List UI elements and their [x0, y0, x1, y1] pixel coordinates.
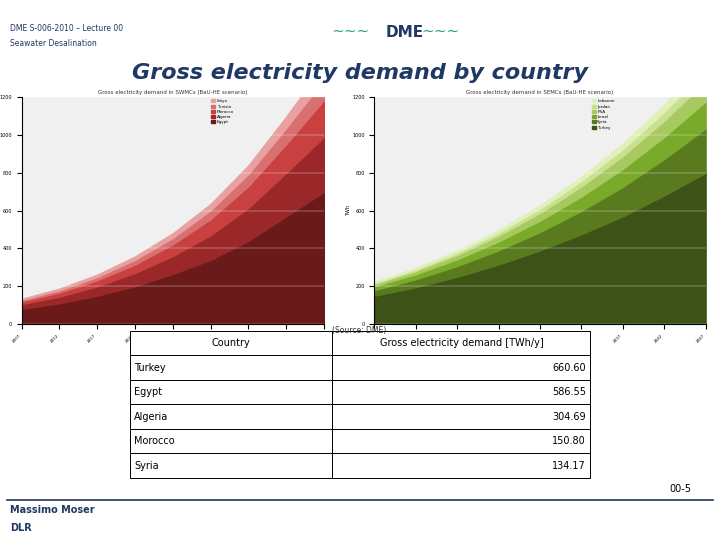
Text: DME: DME [385, 25, 423, 40]
Bar [333, 355, 590, 380]
Bar [333, 380, 590, 404]
Text: Massimo Moser: Massimo Moser [10, 505, 95, 515]
Text: Gross electricity demand by country: Gross electricity demand by country [132, 63, 588, 83]
Text: 134.17: 134.17 [552, 461, 586, 471]
Bar [130, 331, 333, 355]
Text: Seawater Desalination: Seawater Desalination [10, 39, 96, 48]
Text: 660.60: 660.60 [552, 363, 586, 373]
Text: Algeria: Algeria [134, 411, 168, 422]
Text: 00-5: 00-5 [669, 484, 691, 494]
Bar [333, 454, 590, 478]
Text: Turkey: Turkey [134, 363, 166, 373]
Bar [130, 454, 333, 478]
Text: DLR: DLR [10, 523, 32, 533]
Text: ∼∼∼: ∼∼∼ [421, 24, 459, 38]
Bar [130, 404, 333, 429]
Bar [333, 429, 590, 454]
Text: 586.55: 586.55 [552, 387, 586, 397]
Title: Gross electricity demand in SEMCs (BaU-HE scenario): Gross electricity demand in SEMCs (BaU-H… [467, 90, 613, 96]
Text: DME S-006-2010 – Lecture 00: DME S-006-2010 – Lecture 00 [10, 24, 123, 33]
Bar [333, 331, 590, 355]
Y-axis label: TWh: TWh [346, 205, 351, 216]
Bar [130, 380, 333, 404]
Bar [333, 404, 590, 429]
Bar [130, 355, 333, 380]
Text: Morocco: Morocco [134, 436, 175, 446]
Text: Country: Country [212, 338, 251, 348]
Text: Gross electricity demand [TWh/y]: Gross electricity demand [TWh/y] [379, 338, 544, 348]
Text: 304.69: 304.69 [552, 411, 586, 422]
Bar [130, 429, 333, 454]
Text: Syria: Syria [134, 461, 159, 471]
Text: 150.80: 150.80 [552, 436, 586, 446]
Text: ∼∼∼: ∼∼∼ [331, 24, 369, 38]
Text: Egypt: Egypt [134, 387, 162, 397]
Legend: Lebanon, Jordan, PSA, Israel, Syria, Turkey: Lebanon, Jordan, PSA, Israel, Syria, Tur… [592, 99, 615, 130]
Text: (Source: DME): (Source: DME) [333, 326, 387, 335]
Title: Gross electricity demand in SWMCs (BaU-HE scenario): Gross electricity demand in SWMCs (BaU-H… [98, 90, 248, 96]
Legend: Libya, Tunisia, Morocco, Algeria, Egypt: Libya, Tunisia, Morocco, Algeria, Egypt [211, 99, 234, 124]
